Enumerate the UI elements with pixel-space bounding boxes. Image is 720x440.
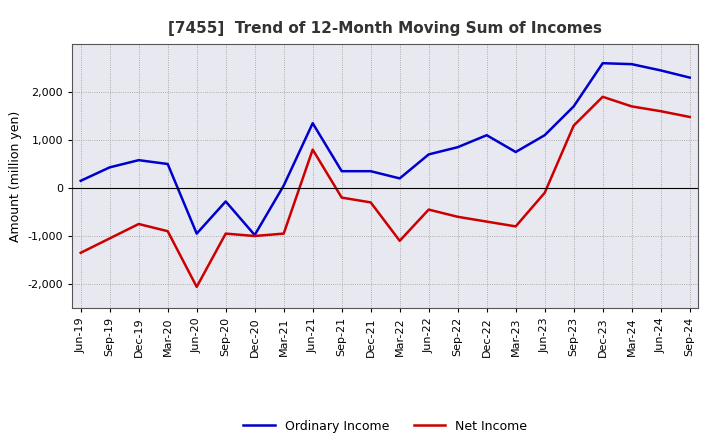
Ordinary Income — [105, 165, 114, 170]
Ordinary Income — [685, 75, 694, 80]
Ordinary Income — [192, 231, 201, 236]
Net Income — [627, 104, 636, 109]
Line: Net Income: Net Income — [81, 97, 690, 287]
Net Income — [366, 200, 375, 205]
Net Income — [454, 214, 462, 220]
Net Income — [105, 236, 114, 241]
Ordinary Income — [454, 145, 462, 150]
Ordinary Income — [163, 161, 172, 167]
Net Income — [395, 238, 404, 243]
Ordinary Income — [395, 176, 404, 181]
Ordinary Income — [251, 232, 259, 238]
Net Income — [279, 231, 288, 236]
Line: Ordinary Income: Ordinary Income — [81, 63, 690, 235]
Net Income — [685, 114, 694, 120]
Net Income — [221, 231, 230, 236]
Net Income — [482, 219, 491, 224]
Ordinary Income — [424, 152, 433, 157]
Net Income — [135, 221, 143, 227]
Net Income — [598, 94, 607, 99]
Ordinary Income — [657, 68, 665, 73]
Ordinary Income — [627, 62, 636, 67]
Title: [7455]  Trend of 12-Month Moving Sum of Incomes: [7455] Trend of 12-Month Moving Sum of I… — [168, 21, 602, 36]
Ordinary Income — [541, 132, 549, 138]
Net Income — [251, 233, 259, 238]
Net Income — [163, 228, 172, 234]
Net Income — [76, 250, 85, 256]
Net Income — [511, 224, 520, 229]
Net Income — [570, 123, 578, 128]
Ordinary Income — [598, 61, 607, 66]
Ordinary Income — [279, 183, 288, 188]
Net Income — [657, 109, 665, 114]
Y-axis label: Amount (million yen): Amount (million yen) — [9, 110, 22, 242]
Net Income — [338, 195, 346, 200]
Ordinary Income — [482, 132, 491, 138]
Ordinary Income — [570, 104, 578, 109]
Ordinary Income — [221, 199, 230, 204]
Net Income — [308, 147, 317, 152]
Net Income — [192, 284, 201, 290]
Ordinary Income — [511, 149, 520, 154]
Net Income — [541, 190, 549, 195]
Ordinary Income — [76, 178, 85, 183]
Legend: Ordinary Income, Net Income: Ordinary Income, Net Income — [238, 414, 532, 437]
Ordinary Income — [338, 169, 346, 174]
Net Income — [424, 207, 433, 212]
Ordinary Income — [135, 158, 143, 163]
Ordinary Income — [366, 169, 375, 174]
Ordinary Income — [308, 121, 317, 126]
